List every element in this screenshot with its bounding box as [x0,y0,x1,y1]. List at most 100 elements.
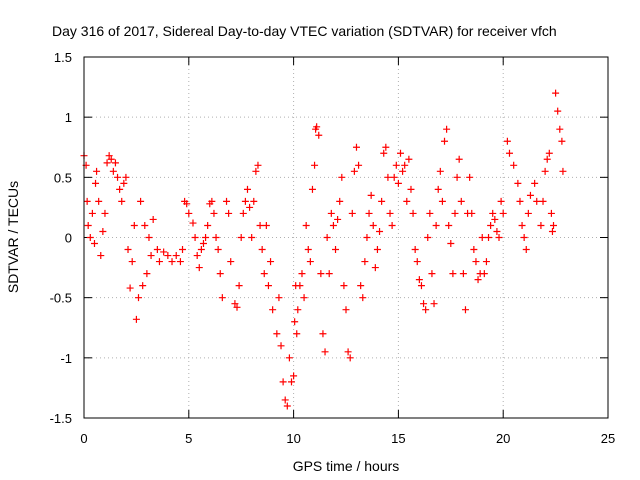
data-point [447,240,455,248]
data-point [355,161,363,169]
data-point [137,197,145,205]
data-point [304,246,312,254]
data-point [474,276,482,284]
data-point [143,270,151,278]
data-point [371,264,379,272]
data-point [90,240,98,248]
x-tick-label: 10 [286,431,300,446]
data-points [80,89,567,410]
data-point [281,396,289,404]
data-point [386,209,394,217]
data-point [436,167,444,175]
data-point [279,378,287,386]
data-point [403,197,411,205]
data-point [172,252,180,260]
data-point [363,234,371,241]
data-point [118,197,126,205]
data-point [252,167,260,175]
data-point [552,89,560,97]
data-point [514,179,522,187]
data-point [376,227,384,235]
data-point [344,348,352,356]
data-point [369,221,377,229]
data-point [208,197,216,205]
data-point [231,300,239,308]
chart-title: Day 316 of 2017, Sidereal Day-to-day VTE… [52,23,557,39]
grid [84,57,608,418]
data-point [141,221,149,229]
data-point [210,209,218,217]
data-point [352,143,360,151]
data-point [258,246,266,254]
x-tick-label: 5 [185,431,192,446]
data-point [350,167,358,175]
x-tick-label: 0 [80,431,87,446]
data-point [243,185,251,193]
data-point [84,221,92,229]
data-point [545,149,553,157]
data-point [212,234,220,241]
data-point [92,179,100,187]
data-point [539,197,547,205]
data-point [239,209,247,217]
data-point [357,282,365,290]
data-point [336,197,344,205]
data-point [323,234,331,241]
data-point [556,125,564,133]
data-point [277,342,285,350]
data-point [407,185,415,193]
data-point [516,197,524,205]
data-point [99,227,107,235]
data-point [426,209,434,217]
data-point [411,246,419,254]
data-point [449,270,457,278]
data-point [216,270,224,278]
data-point [155,258,163,266]
data-point [195,264,203,272]
data-point [269,306,277,314]
data-point [250,197,258,205]
x-tick-label: 20 [496,431,510,446]
data-point [308,185,316,193]
data-point [233,303,241,311]
data-point [256,221,264,229]
data-point [342,306,350,314]
data-point [321,348,329,356]
data-point [176,258,184,266]
data-point [554,107,562,115]
data-point [130,221,138,229]
data-point [367,191,375,199]
data-point [451,209,459,217]
data-point [405,155,413,163]
data-point [313,123,321,131]
data-point [116,185,124,193]
data-point [126,284,134,292]
data-point [392,161,400,169]
data-point [329,221,337,229]
data-point [482,258,490,266]
data-point [522,246,530,254]
data-point [334,215,342,223]
data-point [149,215,157,223]
plot-frame [83,56,609,419]
data-point [380,149,388,157]
data-point [457,197,465,205]
data-point [109,167,117,175]
data-point [478,234,486,241]
y-tick-label: 1.5 [54,50,72,65]
data-point [189,219,197,227]
data-point [441,137,449,145]
data-point [185,209,193,217]
data-point [470,246,478,254]
data-point [147,252,155,260]
data-point [298,270,306,278]
data-point [183,200,191,208]
data-point [139,282,147,290]
data-point [487,221,495,229]
data-point [88,209,96,217]
data-point [340,282,348,290]
data-point [225,209,233,217]
y-tick-label: 0.5 [54,170,72,185]
data-point [559,167,567,175]
